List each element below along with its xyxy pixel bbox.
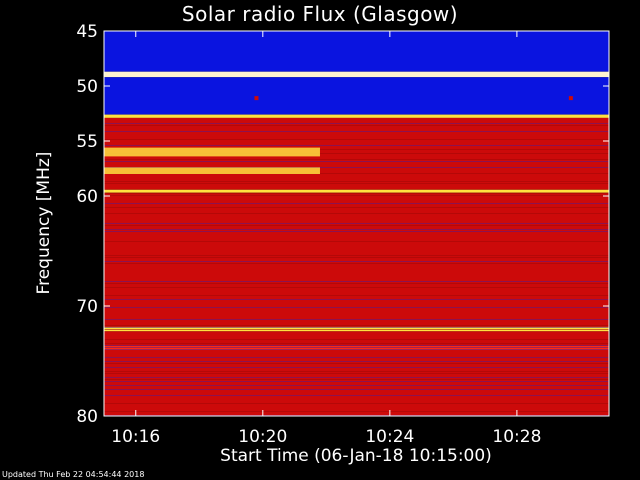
y-tick-label-60: 60: [76, 187, 98, 207]
y-tick-label-70: 70: [76, 297, 98, 317]
band-1: [104, 71, 609, 78]
burst-0: [104, 147, 320, 157]
y-tick-label-50: 50: [76, 77, 98, 97]
spot-3: [568, 96, 573, 101]
x-tick-label-10:16: 10:16: [111, 427, 160, 447]
x-tick-label-10:24: 10:24: [365, 427, 414, 447]
noise-texture: [104, 123, 609, 416]
y-tick-label-45: 45: [76, 22, 98, 42]
spot-2: [254, 96, 259, 101]
y-tick-label-55: 55: [76, 132, 98, 152]
band-6: [104, 192, 609, 327]
band-5: [104, 189, 609, 193]
band-0: [104, 31, 609, 72]
y-axis-label: Frequency [MHz]: [34, 151, 54, 295]
chart-title: Solar radio Flux (Glasgow): [181, 2, 459, 26]
band-2: [104, 77, 609, 115]
burst-1: [104, 167, 320, 174]
updated-timestamp: Updated Thu Feb 22 04:54:44 2018: [2, 470, 145, 479]
x-tick-label-10:20: 10:20: [238, 427, 287, 447]
x-axis-label: Start Time (06-Jan-18 10:15:00): [220, 446, 492, 466]
band-10: [104, 350, 609, 416]
band-3: [104, 114, 609, 118]
y-tick-label-80: 80: [76, 407, 98, 427]
x-tick-label-10:28: 10:28: [492, 427, 541, 447]
plot-frame: [103, 30, 610, 417]
band-8: [104, 331, 609, 346]
